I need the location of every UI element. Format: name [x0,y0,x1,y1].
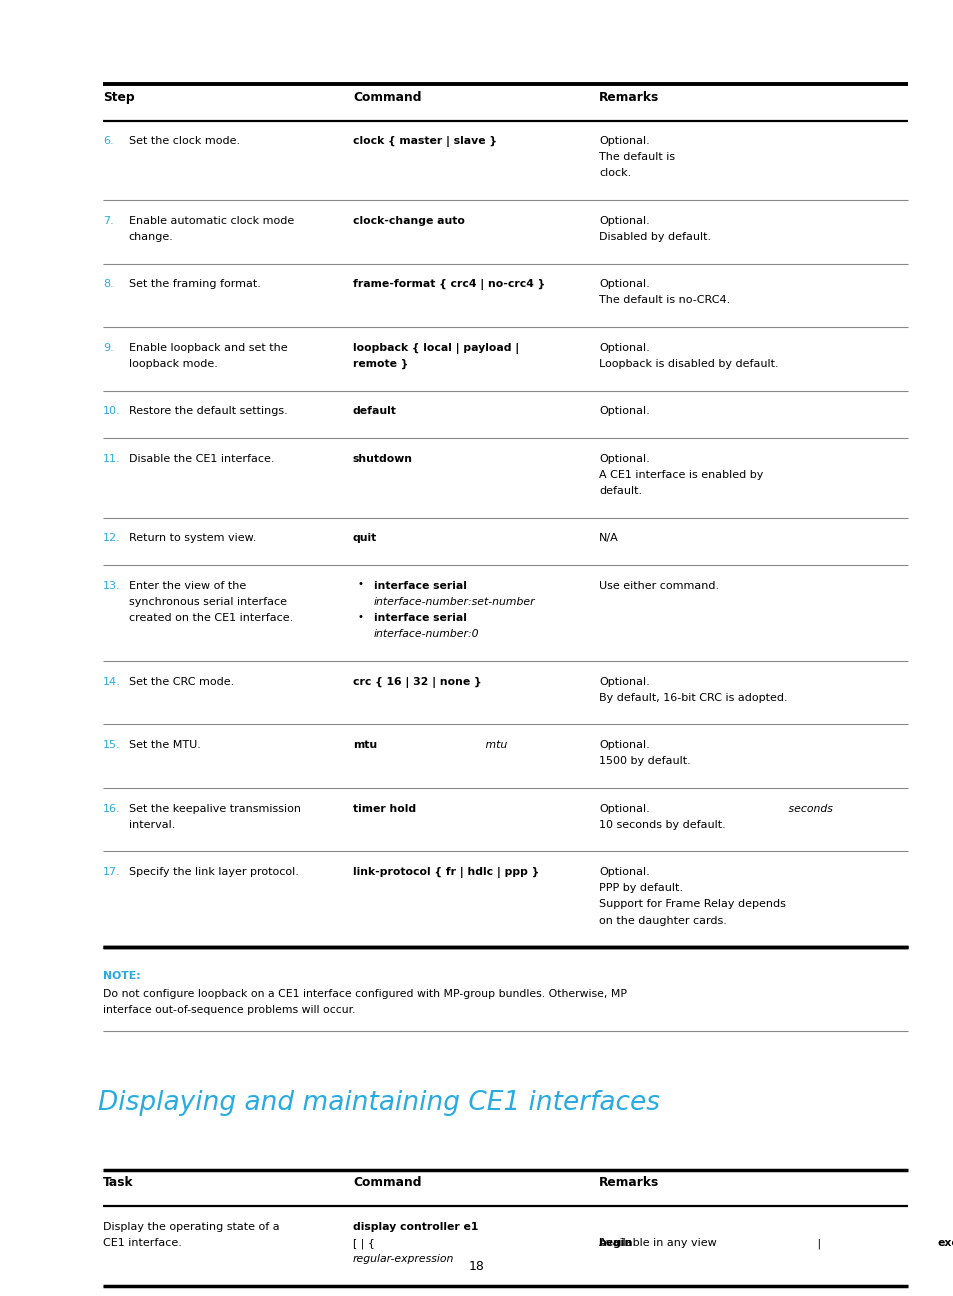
Text: Set the clock mode.: Set the clock mode. [129,136,239,146]
Text: Remarks: Remarks [598,1177,659,1190]
Text: created on the CE1 interface.: created on the CE1 interface. [129,613,293,623]
Text: on the daughter cards.: on the daughter cards. [598,915,726,925]
Text: 9.: 9. [103,343,113,353]
Text: interface-number:0: interface-number:0 [374,630,479,639]
Text: Optional.: Optional. [598,343,649,353]
Text: Displaying and maintaining CE1 interfaces: Displaying and maintaining CE1 interface… [98,1090,659,1116]
Text: Use either command.: Use either command. [598,581,719,591]
Text: loopback { local | payload |: loopback { local | payload | [353,343,518,354]
Text: interface serial: interface serial [374,581,466,591]
Text: 15.: 15. [103,740,120,750]
Text: The default is no-CRC4.: The default is no-CRC4. [598,295,730,306]
Text: Remarks: Remarks [598,91,659,104]
Text: Set the MTU.: Set the MTU. [129,740,200,750]
Text: Set the keepalive transmission: Set the keepalive transmission [129,804,300,814]
Text: Return to system view.: Return to system view. [129,534,256,543]
Text: Task: Task [103,1177,133,1190]
Text: interval.: interval. [129,820,175,829]
Text: Disable the CE1 interface.: Disable the CE1 interface. [129,454,274,464]
Text: Available in any view: Available in any view [598,1238,716,1248]
Text: clock { master | slave }: clock { master | slave } [353,136,497,146]
Text: 12.: 12. [103,534,121,543]
Text: Enable automatic clock mode: Enable automatic clock mode [129,215,294,226]
Text: timer hold: timer hold [353,804,416,814]
Text: PPP by default.: PPP by default. [598,884,682,893]
Text: Optional.: Optional. [598,804,649,814]
Text: N/A: N/A [598,534,618,543]
Text: 8.: 8. [103,280,113,289]
Text: Do not configure loopback on a CE1 interface configured with MP-group bundles. O: Do not configure loopback on a CE1 inter… [103,989,626,998]
Text: Step: Step [103,91,134,104]
Text: Set the framing format.: Set the framing format. [129,280,260,289]
Text: 6.: 6. [103,136,113,146]
Text: Display the operating state of a: Display the operating state of a [103,1222,279,1231]
Text: Command: Command [353,91,421,104]
Text: Set the CRC mode.: Set the CRC mode. [129,677,233,687]
Text: Optional.: Optional. [598,407,649,416]
Text: NOTE:: NOTE: [103,971,140,981]
Text: shutdown: shutdown [353,454,413,464]
Text: Optional.: Optional. [598,740,649,750]
Text: link-protocol { fr | hdlc | ppp }: link-protocol { fr | hdlc | ppp } [353,867,538,877]
Text: Optional.: Optional. [598,867,649,877]
Text: Disabled by default.: Disabled by default. [598,232,711,242]
Text: regular-expression: regular-expression [353,1255,454,1264]
Text: interface out-of-sequence problems will occur.: interface out-of-sequence problems will … [103,1004,355,1015]
Text: Loopback is disabled by default.: Loopback is disabled by default. [598,359,778,369]
Text: Enable loopback and set the: Enable loopback and set the [129,343,287,353]
Text: exclude: exclude [936,1238,953,1248]
Text: default.: default. [598,486,641,496]
Text: Restore the default settings.: Restore the default settings. [129,407,287,416]
Text: display controller e1: display controller e1 [353,1222,477,1231]
Text: Optional.: Optional. [598,136,649,146]
Text: 10 seconds by default.: 10 seconds by default. [598,820,725,829]
Text: A CE1 interface is enabled by: A CE1 interface is enabled by [598,470,762,480]
Text: mtu: mtu [482,740,507,750]
Text: The default is: The default is [598,153,678,162]
Text: Optional.: Optional. [598,677,649,687]
Text: 17.: 17. [103,867,121,877]
Text: crc { 16 | 32 | none }: crc { 16 | 32 | none } [353,677,481,687]
Text: remote }: remote } [353,359,408,369]
Text: frame-format { crc4 | no-crc4 }: frame-format { crc4 | no-crc4 } [353,280,545,290]
Text: change.: change. [129,232,173,242]
Text: mtu: mtu [353,740,376,750]
Text: 7.: 7. [103,215,113,226]
Text: Enter the view of the: Enter the view of the [129,581,246,591]
Text: synchronous serial interface: synchronous serial interface [129,596,287,607]
Text: loopback mode.: loopback mode. [129,359,217,369]
Text: 11.: 11. [103,454,120,464]
Text: By default, 16-bit CRC is adopted.: By default, 16-bit CRC is adopted. [598,693,787,702]
Text: Specify the link layer protocol.: Specify the link layer protocol. [129,867,298,877]
Text: |: | [814,1238,824,1248]
Text: Optional.: Optional. [598,215,649,226]
Text: 13.: 13. [103,581,120,591]
Text: 1500 by default.: 1500 by default. [598,757,690,766]
Text: Support for Frame Relay depends: Support for Frame Relay depends [598,899,785,910]
Text: interface-number:set-number: interface-number:set-number [374,596,535,607]
Text: clock.: clock. [598,168,631,179]
Text: 10.: 10. [103,407,120,416]
Text: clock-change auto: clock-change auto [353,215,464,226]
Text: Optional.: Optional. [598,280,649,289]
Text: seconds: seconds [783,804,832,814]
Text: begin: begin [598,1238,632,1248]
Text: •: • [357,612,363,622]
Text: default: default [353,407,396,416]
Text: [ | {: [ | { [353,1238,378,1248]
Text: interface serial: interface serial [374,613,466,623]
Text: Optional.: Optional. [598,454,649,464]
Text: •: • [357,579,363,590]
Text: 14.: 14. [103,677,121,687]
Text: 16.: 16. [103,804,120,814]
Text: quit: quit [353,534,376,543]
Text: CE1 interface.: CE1 interface. [103,1238,182,1248]
Text: Command: Command [353,1177,421,1190]
Text: 18: 18 [469,1260,484,1273]
